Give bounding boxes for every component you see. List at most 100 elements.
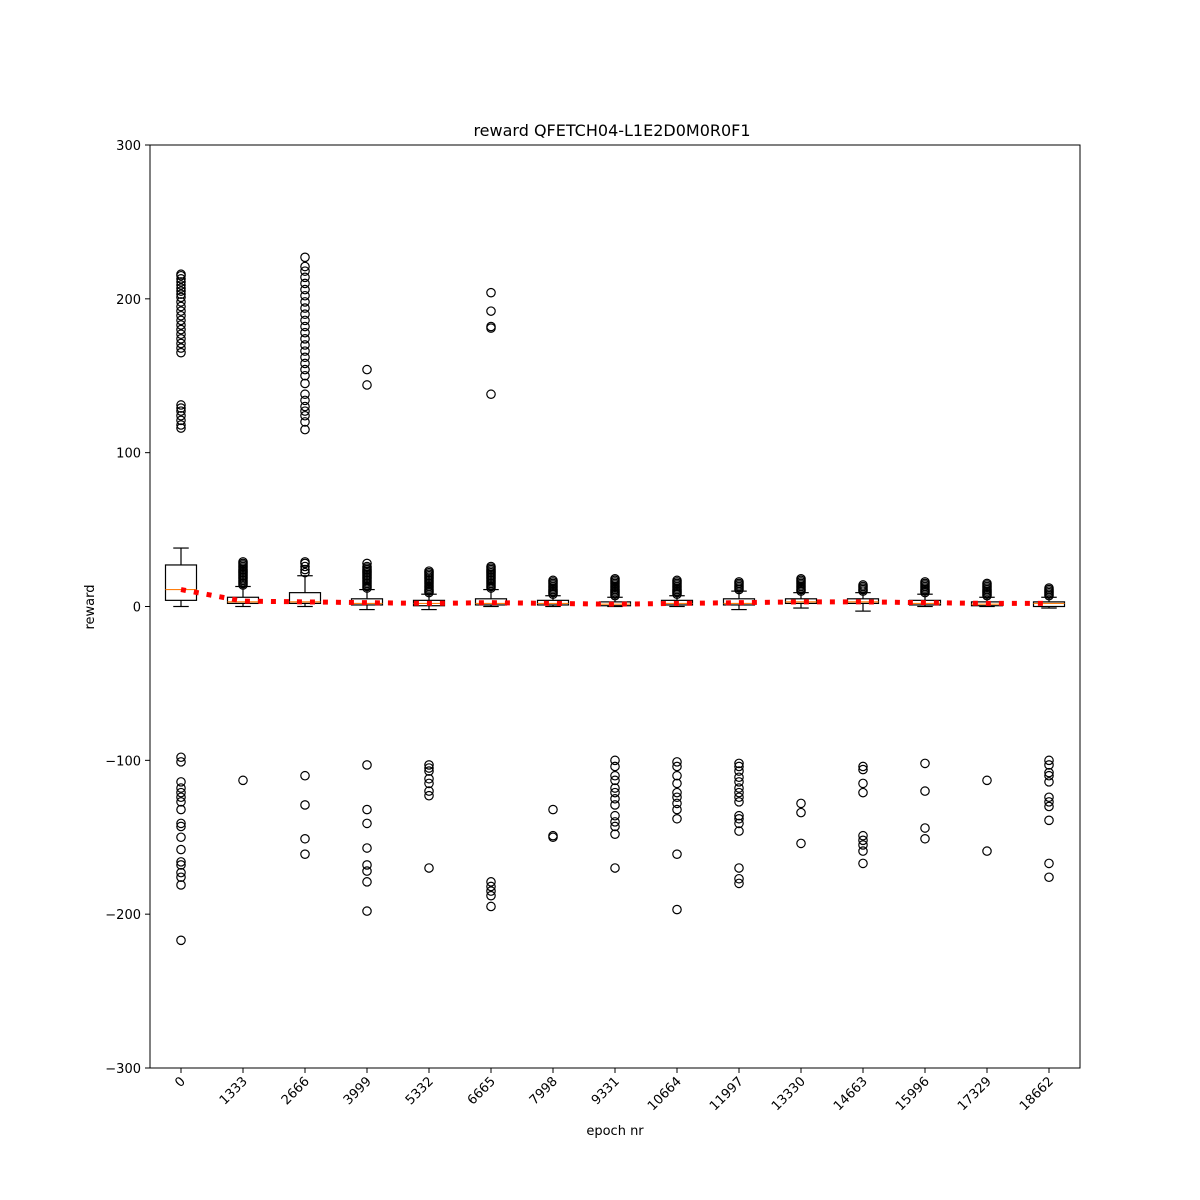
outlier-point xyxy=(300,303,310,313)
outlier-point xyxy=(176,880,186,890)
outlier-point xyxy=(424,763,434,773)
outlier-point xyxy=(858,787,868,798)
outlier-point xyxy=(920,786,930,796)
outlier-point xyxy=(734,787,744,798)
outlier-point xyxy=(424,566,434,576)
outlier-point xyxy=(362,380,372,390)
outlier-point xyxy=(672,849,682,859)
outlier-point xyxy=(300,370,310,381)
outlier-point xyxy=(176,400,186,410)
outlier-point xyxy=(300,309,310,320)
outlier-point xyxy=(176,334,186,344)
outlier-point xyxy=(300,417,310,427)
outlier-point xyxy=(176,787,186,798)
box xyxy=(784,598,818,605)
outlier-point xyxy=(176,797,186,807)
outlier-point xyxy=(486,306,496,316)
box xyxy=(1032,601,1066,608)
trend-line xyxy=(180,587,1049,607)
outlier-point xyxy=(300,266,310,276)
outlier-point xyxy=(610,574,620,584)
outlier-point xyxy=(734,777,744,787)
outlier-point xyxy=(610,800,620,810)
outlier-point xyxy=(176,821,186,832)
outlier-point xyxy=(424,773,434,784)
outlier-point xyxy=(858,835,868,846)
outlier-point xyxy=(1044,770,1054,781)
outlier-point xyxy=(858,858,868,869)
outlier-point xyxy=(1044,760,1054,770)
outlier-point xyxy=(920,758,930,769)
outlier-point xyxy=(672,778,682,789)
chart-title: reward QFETCH04-L1E2D0M0R0F1 xyxy=(473,121,750,140)
y-tick-label: 0 xyxy=(133,601,141,616)
outlier-point xyxy=(362,866,372,876)
outlier-point xyxy=(176,320,186,330)
box xyxy=(288,592,322,605)
outlier-point xyxy=(176,757,186,767)
outlier-point xyxy=(610,863,620,873)
outlier-point xyxy=(176,301,186,312)
outlier-point xyxy=(610,821,620,832)
outlier-point xyxy=(176,277,186,287)
outlier-point xyxy=(300,557,310,567)
outlier-point xyxy=(672,792,682,803)
outlier-point xyxy=(300,278,310,289)
outlier-point xyxy=(1044,777,1054,787)
outlier-point xyxy=(300,401,310,412)
outlier-point xyxy=(300,346,310,356)
outlier-point xyxy=(176,420,186,430)
y-tick-label: 200 xyxy=(116,293,141,308)
outlier-point xyxy=(362,364,372,375)
outlier-point xyxy=(424,760,434,770)
y-tick-label: 300 xyxy=(116,139,141,154)
outlier-point xyxy=(300,424,310,435)
outlier-point xyxy=(176,752,186,763)
outlier-point xyxy=(300,770,310,781)
outlier-point xyxy=(300,334,310,344)
outlier-point xyxy=(176,292,186,303)
outlier-point xyxy=(176,415,186,426)
outlier-point xyxy=(734,766,744,776)
outlier-point xyxy=(610,755,620,766)
y-tick-label: −300 xyxy=(105,1062,141,1077)
outlier-point xyxy=(796,838,806,849)
outlier-point xyxy=(176,297,186,307)
outlier-point xyxy=(1044,815,1054,826)
outlier-point xyxy=(300,364,310,375)
outlier-point xyxy=(858,580,868,590)
outlier-point xyxy=(734,818,744,829)
outlier-point xyxy=(610,793,620,804)
outlier-point xyxy=(300,833,310,844)
outlier-point xyxy=(176,274,186,284)
outlier-point xyxy=(362,558,372,569)
outlier-point xyxy=(610,829,620,839)
outlier-point xyxy=(672,804,682,815)
outlier-point xyxy=(176,289,186,300)
outlier-point xyxy=(920,577,930,587)
outlier-point xyxy=(176,410,186,421)
outlier-point xyxy=(300,378,310,389)
outlier-point xyxy=(734,577,744,587)
outlier-point xyxy=(176,269,186,280)
outlier-point xyxy=(362,877,372,887)
outlier-point xyxy=(486,389,496,400)
outlier-point xyxy=(734,878,744,889)
outlier-point xyxy=(362,906,372,916)
outlier-point xyxy=(424,790,434,801)
outlier-point xyxy=(734,792,744,803)
outlier-point xyxy=(486,321,496,332)
outlier-point xyxy=(362,843,372,853)
outlier-point xyxy=(176,783,186,793)
outlier-point xyxy=(1044,767,1054,778)
y-tick-label: 100 xyxy=(116,447,141,462)
outlier-point xyxy=(672,798,682,809)
outlier-point xyxy=(176,283,186,293)
outlier-point xyxy=(486,886,496,896)
outlier-point xyxy=(300,340,310,350)
outlier-point xyxy=(610,761,620,772)
outlier-point xyxy=(176,403,186,413)
outlier-point xyxy=(734,772,744,783)
